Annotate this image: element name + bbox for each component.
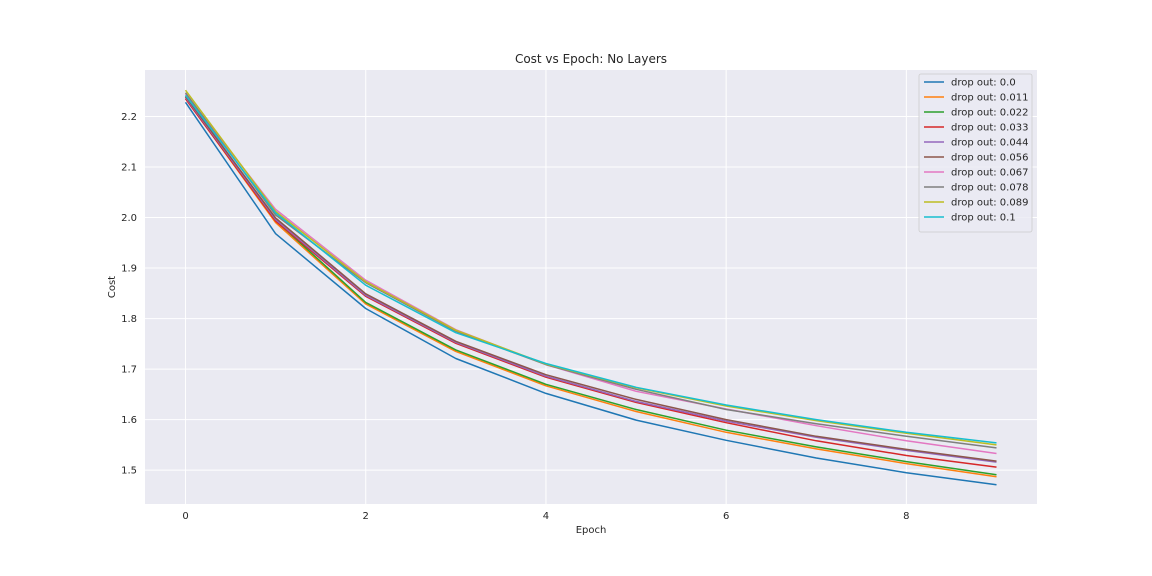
x-tick-label: 0 (182, 511, 188, 522)
series-line (184, 98, 997, 468)
legend: drop out: 0.0 drop out: 0.011 drop out: 0.… (918, 73, 1033, 233)
y-tick-label: 1.8 (121, 314, 137, 325)
legend-label: drop out: 0.1 (951, 213, 1016, 224)
legend-label: drop out: 0.089 (951, 198, 1028, 209)
legend-label: drop out: 0.044 (951, 138, 1028, 149)
x-tick-label: 8 (903, 511, 909, 522)
legend-label: drop out: 0.0 (951, 78, 1016, 89)
x-tick-label: 6 (723, 511, 729, 522)
series-line (184, 95, 997, 462)
y-tick-label: 1.6 (121, 415, 137, 426)
x-tick-label: 4 (543, 511, 549, 522)
y-tick-label: 1.5 (121, 466, 137, 477)
y-tick-label: 1.9 (121, 264, 137, 275)
series-line (184, 97, 997, 478)
y-tick-label: 2.1 (121, 163, 137, 174)
chart-title: Cost vs Epoch: No Layers (515, 52, 667, 66)
series-line (184, 96, 997, 463)
legend-label: drop out: 0.056 (951, 153, 1028, 164)
grid (145, 70, 1037, 504)
x-axis-label: Epoch (576, 525, 607, 536)
y-tick-label: 2.2 (121, 112, 137, 123)
y-tick-label: 2.0 (121, 213, 137, 224)
x-tick-label: 2 (363, 511, 369, 522)
series-lines (184, 89, 997, 486)
series-line (184, 101, 997, 486)
y-tick-label: 1.7 (121, 365, 137, 376)
legend-label: drop out: 0.078 (951, 183, 1028, 194)
legend-label: drop out: 0.022 (951, 108, 1028, 119)
series-line (184, 93, 997, 455)
legend-label: drop out: 0.033 (951, 123, 1028, 134)
series-line (184, 94, 997, 444)
series-line (184, 96, 997, 476)
legend-box (918, 73, 1033, 233)
legend-label: drop out: 0.067 (951, 168, 1028, 179)
x-axis-ticks: 0 2 4 6 8 (182, 511, 909, 522)
legend-label: drop out: 0.011 (951, 93, 1028, 104)
plot-area (145, 70, 1037, 504)
y-axis-ticks: 1.5 1.6 1.7 1.8 1.9 2.0 2.1 2.2 (121, 112, 137, 477)
y-axis-label: Cost (107, 276, 118, 298)
